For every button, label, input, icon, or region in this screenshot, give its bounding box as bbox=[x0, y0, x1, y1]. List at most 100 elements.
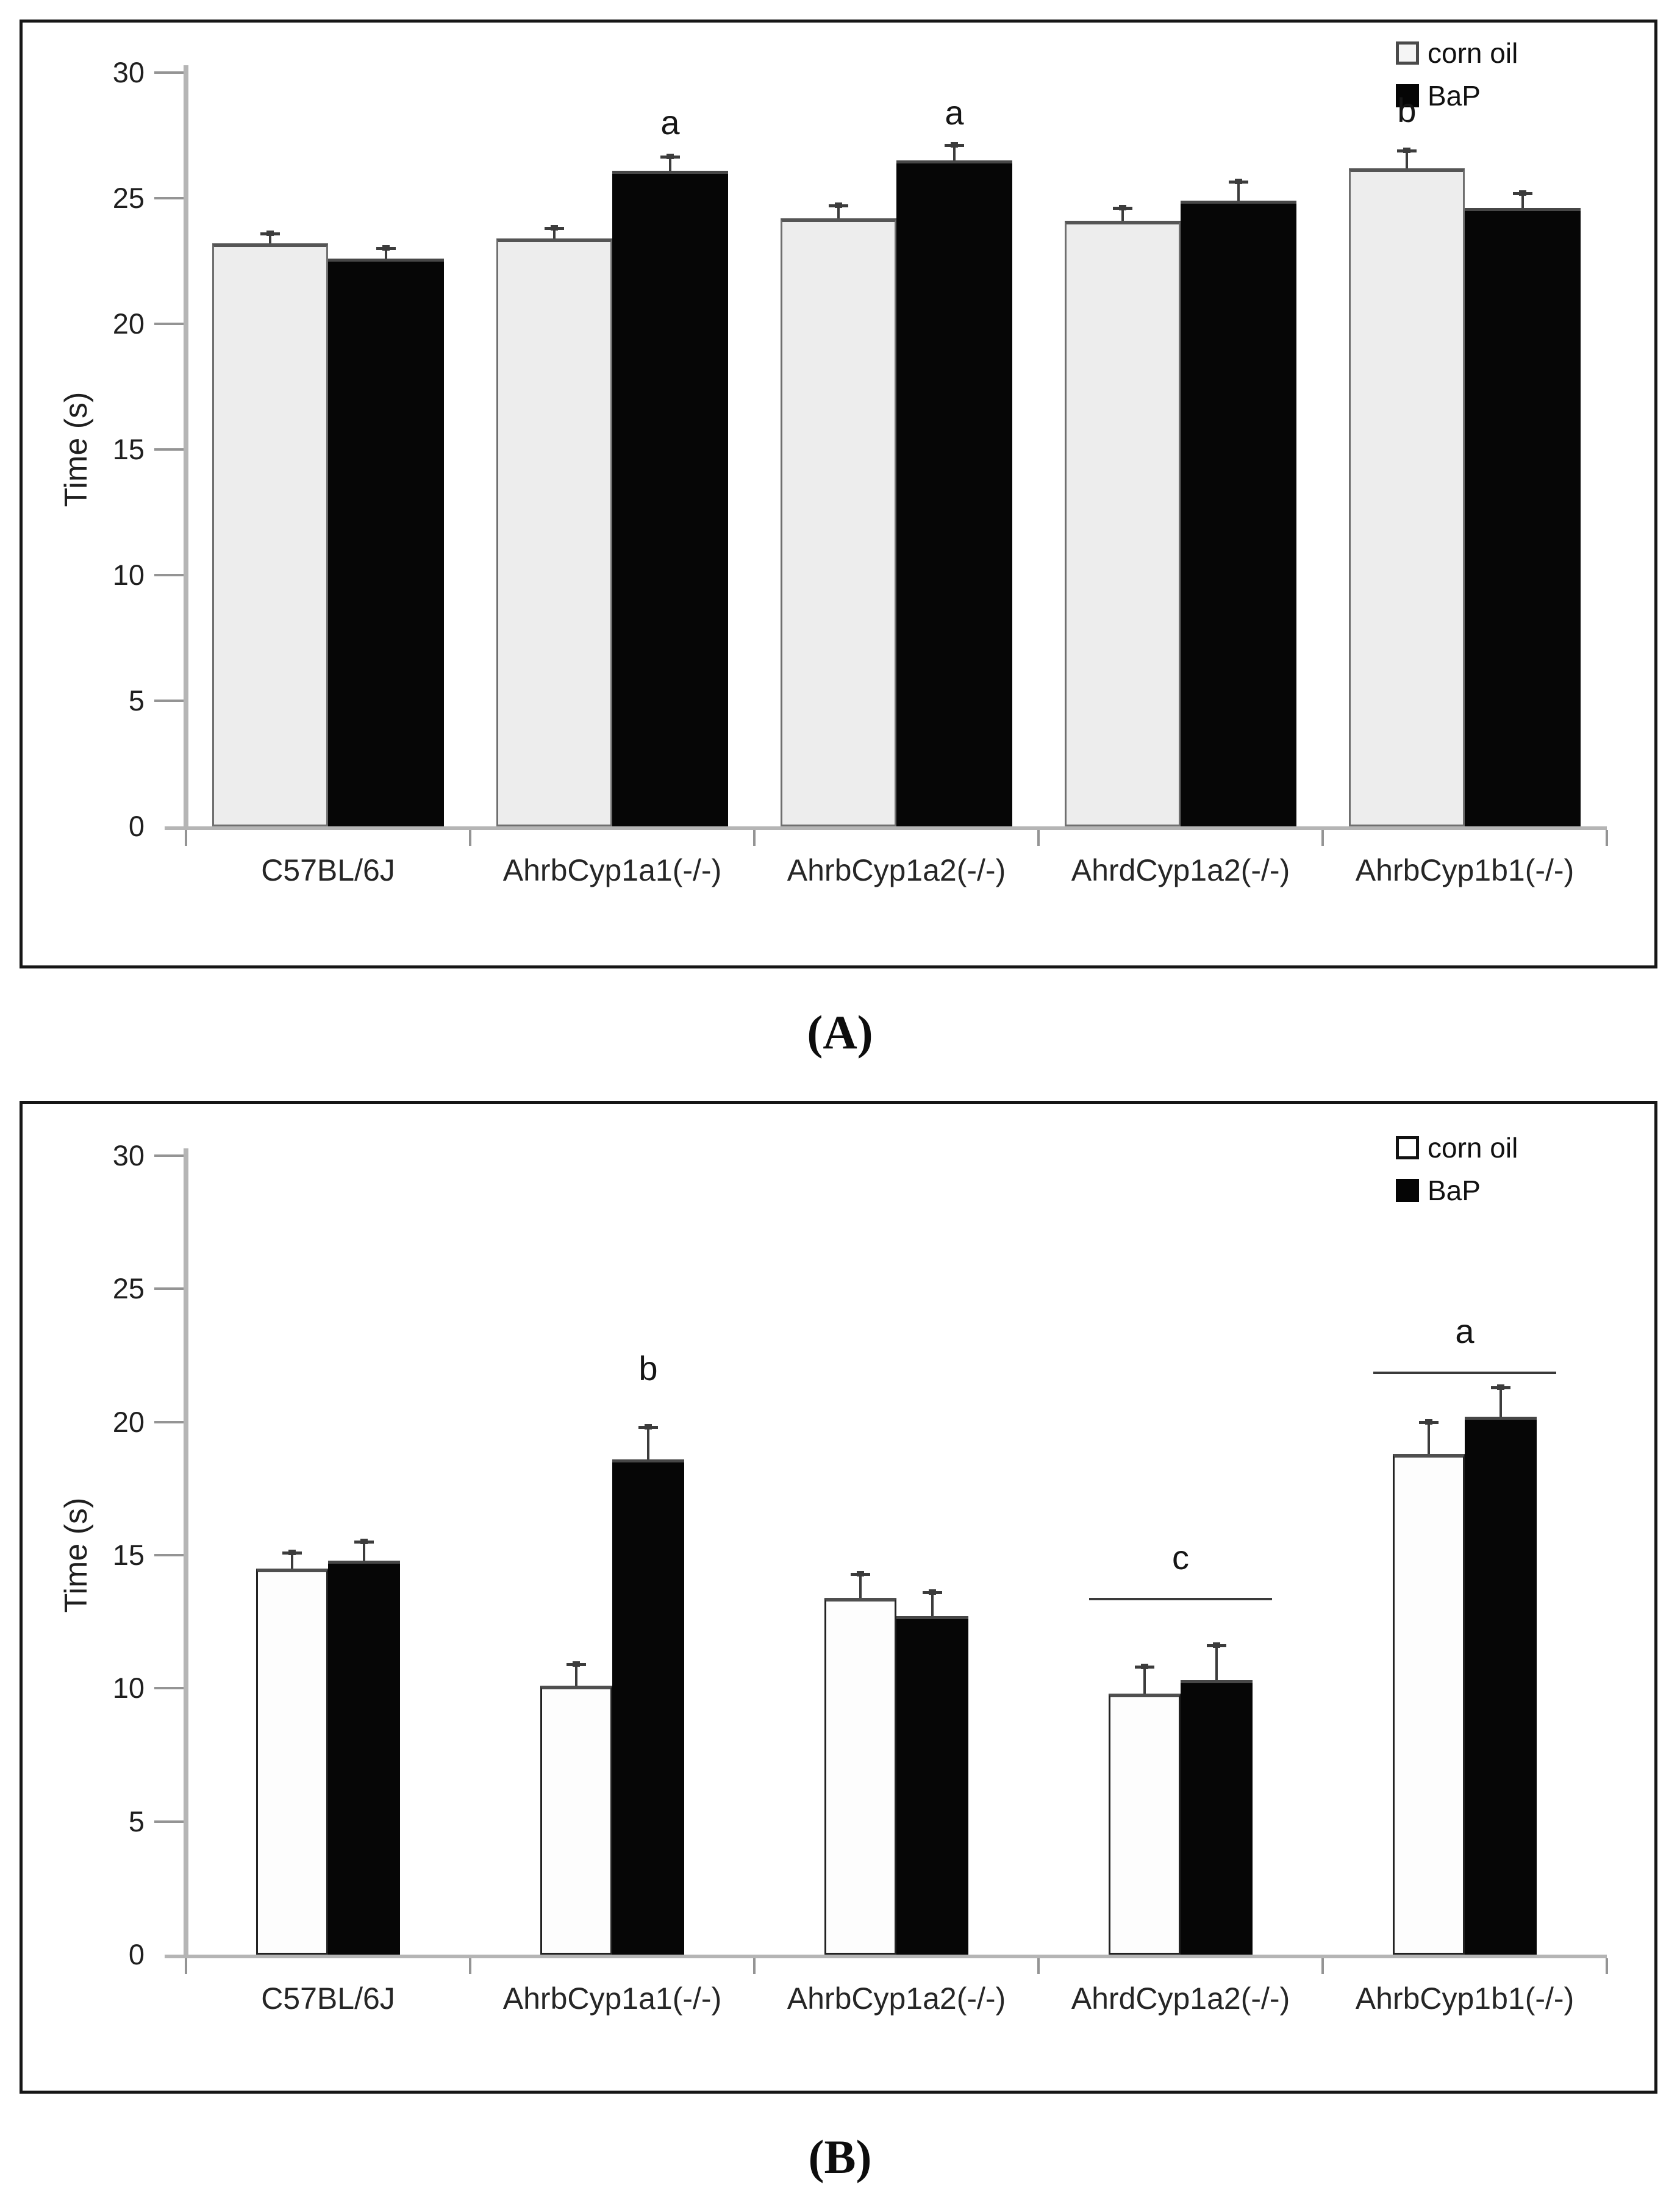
error-bar-stem bbox=[575, 1664, 577, 1686]
error-bar-marker bbox=[857, 1570, 864, 1576]
category-label: AhrdCyp1a2(-/-) bbox=[1071, 853, 1290, 887]
error-bar-marker bbox=[1497, 1384, 1504, 1390]
y-tick-label: 20 bbox=[112, 307, 145, 340]
significance-letter: a bbox=[1455, 1312, 1474, 1351]
significance-line bbox=[1089, 1597, 1272, 1600]
significance-letter: a bbox=[660, 103, 680, 142]
error-bar-marker bbox=[573, 1661, 580, 1667]
y-tick bbox=[154, 574, 184, 576]
legend-item-label: corn oil bbox=[1428, 1132, 1518, 1164]
category-label: AhrbCyp1a1(-/-) bbox=[502, 853, 722, 887]
y-tick-label: 5 bbox=[128, 1805, 145, 1838]
error-bar-stem bbox=[953, 145, 956, 161]
significance-letter: b bbox=[638, 1349, 658, 1388]
bar-corn-oil bbox=[781, 218, 896, 826]
y-tick-label: 10 bbox=[112, 559, 145, 591]
y-tick bbox=[154, 1154, 184, 1157]
bar-corn-oil bbox=[212, 243, 328, 826]
significance-line bbox=[1373, 1371, 1556, 1374]
bar-corn-oil bbox=[1065, 221, 1181, 826]
y-tick-label: 0 bbox=[128, 810, 145, 842]
x-tick bbox=[1037, 830, 1040, 846]
error-bar-marker bbox=[382, 245, 390, 251]
legend: corn oil BaP bbox=[1396, 38, 1518, 124]
x-axis-line bbox=[165, 1955, 1607, 1958]
error-bar-marker bbox=[551, 225, 558, 231]
error-bar-marker bbox=[288, 1549, 296, 1555]
y-tick bbox=[154, 1287, 184, 1290]
error-bar-stem bbox=[859, 1573, 862, 1598]
bar-bap bbox=[328, 1560, 400, 1955]
bar-corn-oil bbox=[1393, 1454, 1465, 1955]
corn-oil-swatch-icon bbox=[1396, 1136, 1419, 1159]
bap-swatch-icon bbox=[1396, 84, 1419, 107]
significance-letter: b bbox=[1397, 90, 1417, 129]
error-bar-marker bbox=[951, 142, 958, 148]
bar-corn-oil bbox=[1349, 168, 1465, 826]
error-bar-stem bbox=[1121, 208, 1124, 221]
x-tick bbox=[753, 1958, 756, 1974]
error-bar-marker bbox=[835, 202, 842, 209]
y-tick bbox=[154, 700, 184, 702]
legend: corn oil BaP bbox=[1396, 1133, 1518, 1219]
error-bar-stem bbox=[1499, 1387, 1502, 1417]
error-bar-stem bbox=[385, 248, 387, 259]
x-tick bbox=[1606, 1958, 1608, 1974]
category-label: AhrbCyp1a2(-/-) bbox=[787, 853, 1006, 887]
y-axis-title: Time (s) bbox=[59, 1497, 94, 1613]
panel-B: 0 5 10 15 20 25 30 C57BL/6J AhrbCyp1a1(-/-) AhrbC… bbox=[20, 1101, 1657, 2094]
significance-letter: a bbox=[945, 93, 964, 132]
error-bar-marker bbox=[1119, 205, 1126, 211]
error-bar-stem bbox=[1406, 150, 1408, 168]
error-bar-marker bbox=[266, 230, 274, 236]
legend-item-bap: BaP bbox=[1396, 1176, 1518, 1205]
y-axis-line bbox=[184, 1148, 188, 1955]
category-label: C57BL/6J bbox=[261, 853, 395, 887]
legend-item-corn-oil: corn oil bbox=[1396, 38, 1518, 68]
bap-swatch-icon bbox=[1396, 1179, 1419, 1202]
error-bar-stem bbox=[1428, 1422, 1430, 1455]
error-bar-stem bbox=[1521, 193, 1524, 209]
bar-bap bbox=[328, 258, 444, 826]
y-tick bbox=[154, 1820, 184, 1823]
caption-panel-a: (A) bbox=[807, 1006, 873, 1059]
bar-bap bbox=[1181, 1680, 1253, 1955]
y-tick-label: 30 bbox=[112, 1139, 145, 1172]
category-label: AhrbCyp1a1(-/-) bbox=[502, 1981, 722, 2016]
bar-corn-oil bbox=[540, 1685, 612, 1955]
y-tick-label: 25 bbox=[112, 1272, 145, 1305]
y-tick-label: 5 bbox=[128, 684, 145, 717]
y-tick-label: 10 bbox=[112, 1672, 145, 1705]
bar-bap bbox=[612, 170, 728, 826]
x-tick bbox=[469, 1958, 471, 1974]
bar-bap bbox=[896, 1616, 968, 1955]
bar-bap bbox=[612, 1459, 684, 1955]
y-tick-label: 25 bbox=[112, 182, 145, 214]
category-label: AhrbCyp1b1(-/-) bbox=[1355, 853, 1575, 887]
x-tick bbox=[1606, 830, 1608, 846]
y-tick bbox=[154, 197, 184, 199]
y-tick-label: 15 bbox=[112, 1539, 145, 1571]
error-bar-stem bbox=[269, 233, 271, 244]
error-bar-marker bbox=[360, 1539, 368, 1545]
legend-item-label: BaP bbox=[1428, 1175, 1481, 1206]
x-tick bbox=[469, 830, 471, 846]
panel-A: 0 5 10 15 20 25 30 C57BL/6J AhrbCyp1a1(-/-) AhrbC… bbox=[20, 20, 1657, 968]
error-bar-stem bbox=[669, 157, 671, 171]
error-bar-marker bbox=[1141, 1664, 1148, 1670]
error-bar-marker bbox=[645, 1424, 652, 1430]
x-tick bbox=[185, 830, 187, 846]
y-tick bbox=[154, 1687, 184, 1690]
error-bar-marker bbox=[1519, 190, 1526, 196]
bar-corn-oil bbox=[496, 238, 612, 826]
y-axis-line bbox=[184, 65, 188, 826]
y-tick-label: 30 bbox=[112, 56, 145, 88]
significance-letter: c bbox=[1172, 1538, 1189, 1577]
error-bar-stem bbox=[837, 206, 840, 218]
bar-corn-oil bbox=[1109, 1694, 1181, 1955]
bar-corn-oil bbox=[256, 1568, 328, 1955]
y-tick-label: 0 bbox=[128, 1938, 145, 1970]
category-label: AhrdCyp1a2(-/-) bbox=[1071, 1981, 1290, 2016]
error-bar-stem bbox=[1215, 1645, 1218, 1681]
y-axis-title: Time (s) bbox=[59, 392, 94, 507]
